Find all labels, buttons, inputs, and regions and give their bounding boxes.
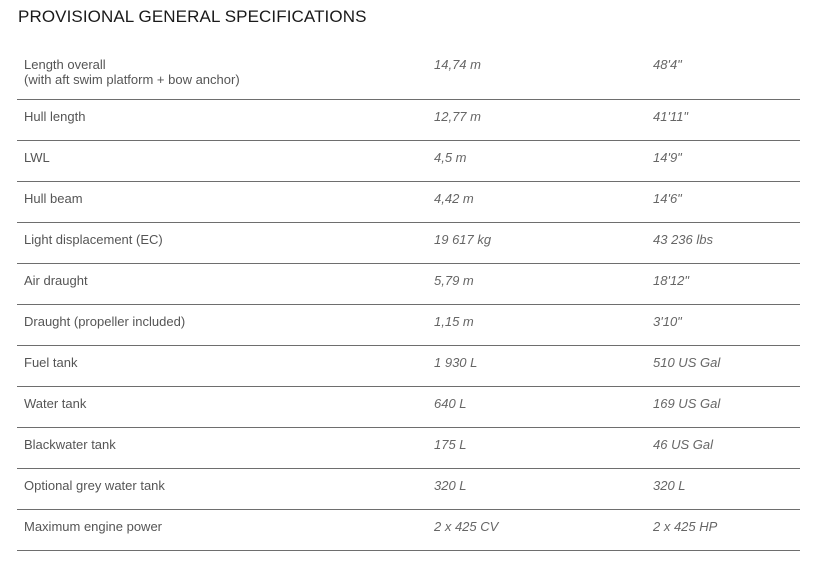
table-row: Length overall (with aft swim platform + … <box>17 50 800 100</box>
table-row: Fuel tank 1 930 L 510 US Gal <box>17 346 800 387</box>
spec-label-main: Length overall <box>24 57 106 72</box>
spec-label: Optional grey water tank <box>24 478 165 493</box>
table-row: Hull length 12,77 m 41'11" <box>17 100 800 141</box>
metric-value: 4,42 m <box>434 191 474 206</box>
metric-value: 5,79 m <box>434 273 474 288</box>
table-row: Light displacement (EC) 19 617 kg 43 236 l… <box>17 223 800 264</box>
spec-label: Length overall (with aft swim platform + … <box>24 57 240 87</box>
table-row: Water tank 640 L 169 US Gal <box>17 387 800 428</box>
metric-value: 14,74 m <box>434 57 481 72</box>
imperial-value: 18'12" <box>653 273 690 288</box>
spec-label: Light displacement (EC) <box>24 232 163 247</box>
imperial-value: 169 US Gal <box>653 396 721 411</box>
imperial-value: 41'11" <box>653 109 689 124</box>
metric-value: 1 930 L <box>434 355 478 370</box>
metric-value: 175 L <box>434 437 467 452</box>
metric-value: 2 x 425 CV <box>434 519 499 534</box>
table-row: Blackwater tank 175 L 46 US Gal <box>17 428 800 469</box>
imperial-value: 320 L <box>653 478 686 493</box>
spec-label: Maximum engine power <box>24 519 163 534</box>
imperial-value: 3'10" <box>653 314 682 329</box>
metric-value: 4,5 m <box>434 150 467 165</box>
table-row: Hull beam 4,42 m 14'6" <box>17 182 800 223</box>
metric-value: 1,15 m <box>434 314 474 329</box>
table-row: LWL 4,5 m 14'9" <box>17 141 800 182</box>
imperial-value: 14'9" <box>653 150 682 165</box>
metric-value: 640 L <box>434 396 467 411</box>
imperial-value: 43 236 lbs <box>653 232 713 247</box>
metric-value: 12,77 m <box>434 109 481 124</box>
imperial-value: 510 US Gal <box>653 355 721 370</box>
metric-value: 19 617 kg <box>434 232 492 247</box>
metric-value: 320 L <box>434 478 467 493</box>
spec-label: LWL <box>24 150 50 165</box>
spec-label: Draught (propeller included) <box>24 314 186 329</box>
table-row: Draught (propeller included) 1,15 m 3'10" <box>17 305 800 346</box>
table-row: Optional grey water tank 320 L 320 L <box>17 469 800 510</box>
spec-label: Air draught <box>24 273 88 288</box>
spec-label-note: (with aft swim platform + bow anchor) <box>24 72 240 87</box>
imperial-value: 46 US Gal <box>653 437 713 452</box>
table-row: Air draught 5,79 m 18'12" <box>17 264 800 305</box>
spec-label: Hull length <box>24 109 86 124</box>
imperial-value: 48'4" <box>653 57 682 72</box>
imperial-value: 2 x 425 HP <box>653 519 718 534</box>
imperial-value: 14'6" <box>653 191 682 206</box>
spec-label: Fuel tank <box>24 355 78 370</box>
page-title: PROVISIONAL GENERAL SPECIFICATIONS <box>18 7 367 26</box>
spec-label: Blackwater tank <box>24 437 116 452</box>
spec-label: Water tank <box>24 396 87 411</box>
table-row: Maximum engine power 2 x 425 CV 2 x 425 HP <box>17 510 800 551</box>
specifications-table: Length overall (with aft swim platform + … <box>17 50 800 551</box>
spec-label: Hull beam <box>24 191 83 206</box>
